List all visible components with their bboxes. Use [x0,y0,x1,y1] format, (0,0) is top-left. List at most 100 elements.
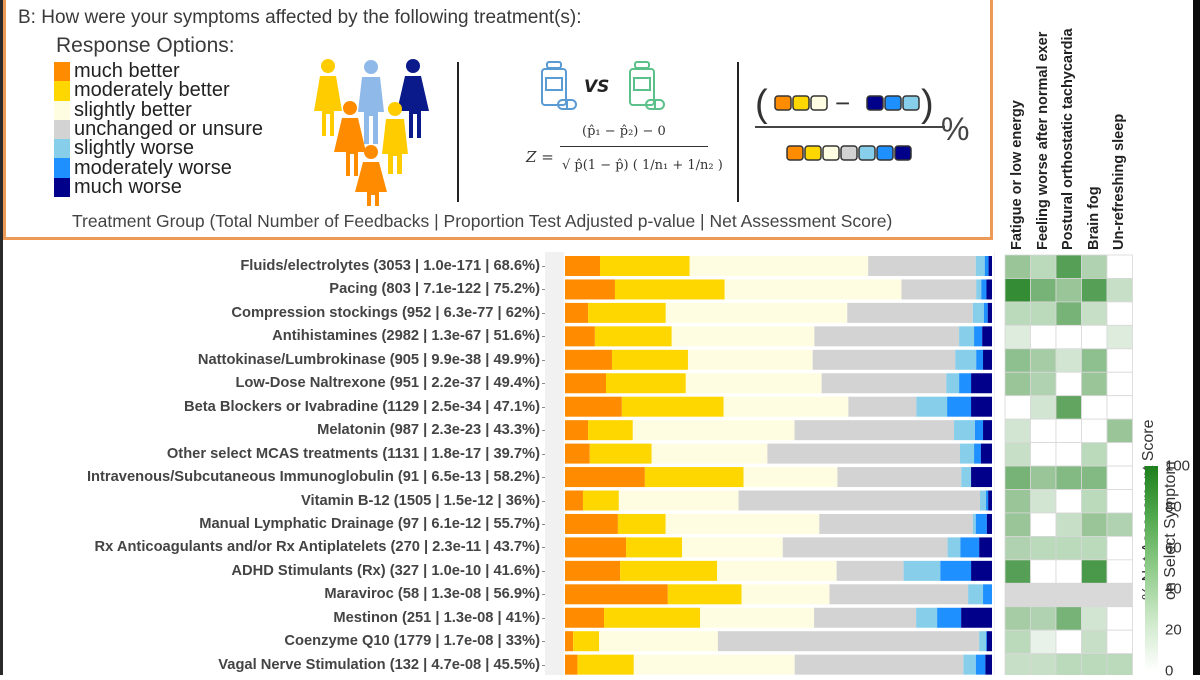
heatmap-cell [1030,582,1057,608]
bar-segment-moderately-worse [974,443,981,464]
heatmap-cell [1004,512,1031,537]
bar-segment-slightly-better [724,279,902,300]
bar-segment-slightly-better [633,654,795,675]
heatmap-cell [1106,442,1133,467]
heatmap-cell [1030,278,1057,303]
treatment-label: Other select MCAS treatments (1131 | 1.8… [166,445,540,462]
heatmap-cell [1030,536,1057,561]
y-axis-tick [542,336,545,338]
bar-segment-unchanged-or-unsure [794,420,955,441]
bar-segment-slightly-worse [972,302,984,323]
bar-segment-moderately-better [667,584,742,605]
bar-segment-slightly-better [700,607,815,628]
bar-segment-moderately-worse [947,396,972,417]
treatment-label: Nattokinase/Lumbrokinase (905 | 9.9e-38 … [197,351,540,368]
heatmap-cell [1081,254,1108,279]
bar-segment-moderately-worse [986,631,987,652]
legend-swatch [54,62,70,82]
bar-segment-much-worse [988,490,992,511]
bar-segment-moderately-worse [959,373,972,394]
bar-segment-moderately-worse [975,513,987,534]
y-axis-tick [542,664,545,666]
bar-segment-much-better [565,420,589,441]
bar-segment-much-better [565,654,578,675]
bar-segment-slightly-worse [972,513,976,534]
legend-label: moderately worse [74,156,232,179]
bar-segment-moderately-better [617,513,666,534]
people-group-icon [314,59,429,206]
bar-segment-unchanged-or-unsure [868,256,976,276]
heatmap-cell [1106,653,1133,675]
formula-lhs: Z = [526,148,554,166]
bar-segment-slightly-better [671,326,815,347]
response-color-box [804,145,822,161]
bar-segment-much-worse [986,279,992,300]
legend-swatch [54,81,70,101]
heatmap-cell [1004,348,1031,373]
y-axis-tick [542,453,545,455]
bar-segment-unchanged-or-unsure [819,513,973,534]
treatment-label: Pacing (803 | 7.1e-122 | 75.2%) [329,281,540,298]
bar-segment-slightly-better [665,513,820,534]
bar-segment-much-better [565,396,622,417]
heatmap-cell [1055,536,1082,561]
bar-segment-much-worse [971,396,992,417]
heatmap-cell [1055,418,1082,443]
treatment-label: ADHD Stimulants (Rx) (327 | 1.0e-10 | 41… [231,562,540,579]
bar-segment-moderately-better [588,302,666,323]
person-icon-lightblue [358,60,384,144]
bar-segment-moderately-worse [940,560,972,581]
heatmap-cell [1106,324,1133,350]
legend-label: moderately better [74,79,230,102]
legend-item-moderately-better: moderately better [54,79,263,102]
response-options-title: Response Options: [56,34,235,57]
treatment-label: Maraviroc (58 | 1.3e-08 | 56.9%) [324,586,540,603]
treatment-label: Low-Dose Naltrexone (951 | 2.2e-37 | 49.… [235,375,540,392]
bar-segment-slightly-worse [975,256,985,276]
bar-segment-unchanged-or-unsure [829,584,969,605]
treatment-label: Antihistamines (2982 | 1.3e-67 | 51.6%) [272,328,540,345]
bar-segment-slightly-worse [946,373,960,394]
bar-segment-unchanged-or-unsure [782,537,948,558]
heatmap-cell [1030,489,1057,514]
question-text: B: How were your symptoms affected by th… [18,7,582,28]
bar-segment-much-better [565,373,606,394]
bar-segment-much-better [565,513,618,534]
treatment-label: Manual Lymphatic Drainage (97 | 6.1e-12 … [199,515,540,532]
right-edge-strip [1193,0,1200,675]
bar-segment-much-worse [971,373,992,394]
bar-segment-much-better [565,256,601,276]
y-axis-tick [542,406,545,408]
bar-segment-slightly-worse [916,607,938,628]
bar-segment-slightly-worse [959,326,975,347]
bar-segment-moderately-better [573,631,600,652]
bar-segment-much-better [565,607,605,628]
bar-segment-slightly-worse [959,443,975,464]
bar-segment-slightly-better [741,584,830,605]
heatmap-cell [1055,629,1082,655]
legend-item-slightly-worse: slightly worse [54,138,263,159]
legend-item-unchanged-or-unsure: unchanged or unsure [54,119,263,140]
bar-segment-moderately-worse [976,349,984,370]
response-color-box [810,95,828,111]
heatmap-cell [1004,371,1031,397]
heatmap-cell [1030,559,1057,584]
y-axis-tick [542,617,545,619]
treatment-label: Vitamin B-12 (1505 | 1.5e-12 | 36%) [301,492,540,509]
legend-item-slightly-better: slightly better [54,100,263,120]
heatmap-cell [1106,489,1133,514]
heatmap-cell [1055,348,1082,373]
bar-segment-slightly-worse [954,420,975,441]
response-color-box [822,145,840,161]
bar-segment-moderately-better [620,560,718,581]
bar-segment-much-better [565,584,668,605]
bar-segment-much-worse [985,654,992,675]
heatmap-cell [1055,442,1082,467]
bar-segment-moderately-better [577,654,634,675]
negative-responses-boxes [866,95,920,111]
y-axis-tick [542,383,545,385]
bar-segment-moderately-worse [981,279,987,300]
heatmap-cell [1106,559,1133,584]
panel-divider-2 [737,62,739,202]
bar-segment-much-better [565,631,574,652]
